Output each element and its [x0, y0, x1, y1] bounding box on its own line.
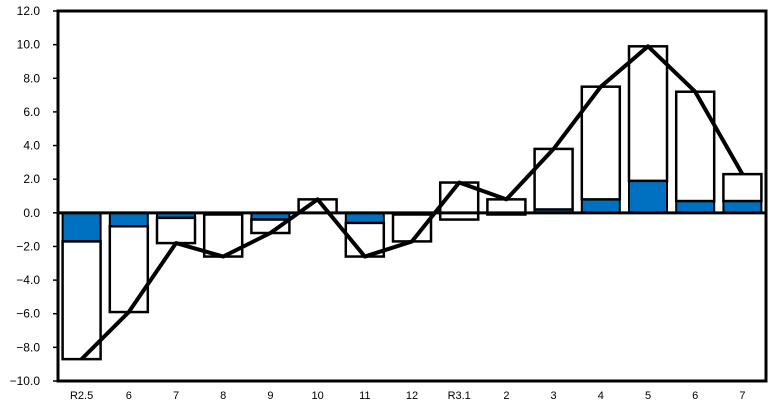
y-tick-label: 12.0 [17, 4, 41, 18]
bar-segment-blue [723, 201, 761, 213]
x-tick-label: 10 [311, 390, 323, 402]
y-tick-label: −10.0 [10, 374, 41, 388]
x-tick-label: 2 [503, 390, 509, 402]
x-tick-label: 7 [173, 390, 179, 402]
x-tick-label: 6 [126, 390, 132, 402]
bar-segment-white [629, 46, 667, 181]
x-tick-label: 9 [267, 390, 273, 402]
y-tick-label: 10.0 [17, 38, 41, 52]
x-tick-label: 12 [406, 390, 418, 402]
y-tick-label: 8.0 [23, 71, 40, 85]
bar-segment-blue [676, 201, 714, 213]
y-tick-label: 4.0 [23, 139, 40, 153]
bar-segment-white [676, 92, 714, 201]
y-tick-label: −4.0 [16, 273, 40, 287]
y-tick-label: 0.0 [23, 206, 40, 220]
bar-segment-white [157, 218, 195, 243]
y-tick-label: 2.0 [23, 172, 40, 186]
x-tick-label: 5 [645, 390, 651, 402]
y-tick-label: 6.0 [23, 105, 40, 119]
bar-segment-blue [110, 213, 148, 226]
bar-segment-blue [629, 181, 667, 213]
bar-segment-white [63, 241, 101, 359]
bar-segment-white [535, 149, 573, 210]
x-tick-label: 6 [692, 390, 698, 402]
y-tick-label: −6.0 [16, 307, 40, 321]
x-tick-label: 11 [359, 390, 370, 402]
bar-segment-blue [346, 213, 384, 223]
bar-segment-blue [582, 199, 620, 212]
x-tick-label: 7 [739, 390, 745, 402]
y-tick-label: −8.0 [16, 340, 40, 354]
bar-segment-white [110, 226, 148, 312]
x-tick-label: 4 [598, 390, 604, 402]
x-tick-label: R2.5 [70, 390, 93, 402]
bar-segment-white [723, 174, 761, 201]
x-tick-label: 3 [551, 390, 557, 402]
x-tick-label: R3.1 [448, 390, 471, 402]
y-tick-label: −2.0 [16, 239, 40, 253]
bar-segment-blue [63, 213, 101, 242]
x-tick-label: 8 [220, 390, 226, 402]
